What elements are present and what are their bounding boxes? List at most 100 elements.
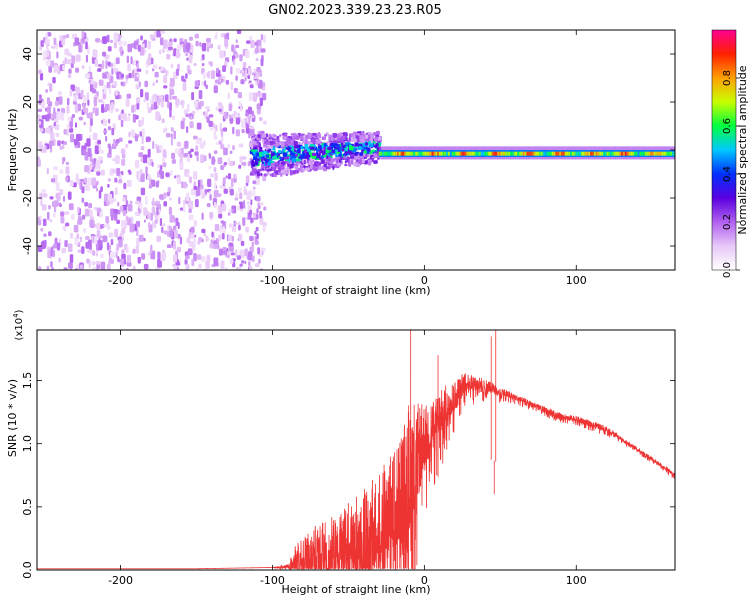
spectrogram-cell: [75, 54, 81, 62]
spectrogram-cell: [103, 85, 107, 95]
spectrogram-cell: [154, 71, 159, 78]
spectrogram-cell: [284, 160, 289, 165]
spectrogram-cell: [145, 69, 149, 75]
spectrogram-cell: [95, 260, 101, 265]
spectrogram-cell: [213, 85, 218, 94]
spectrogram-cell: [274, 143, 280, 147]
spectrogram-cell: [46, 246, 52, 250]
spectrogram-cell: [215, 124, 218, 132]
spectrogram-cell: [253, 98, 257, 102]
spectrogram-cell: [213, 167, 217, 173]
spectrogram-cell: [157, 98, 161, 106]
spectrogram-cell: [137, 256, 141, 264]
spectrogram-cell: [53, 64, 58, 73]
spectrogram-cell: [290, 133, 293, 136]
spectrogram-cell: [147, 137, 152, 141]
spectrogram-cell: [110, 259, 114, 264]
spectrogram-cell: [167, 100, 170, 109]
spectrogram-cell: [282, 136, 287, 140]
spectrogram-cell: [64, 240, 68, 248]
spectrogram-cell: [289, 171, 293, 176]
spectrogram-cell: [92, 132, 98, 141]
spectrogram-cell: [107, 61, 111, 66]
spectrogram-cell: [38, 94, 42, 99]
spectrogram-cell: [147, 40, 152, 50]
spectrogram-cell: [357, 137, 360, 141]
spectrogram-cell: [228, 208, 232, 213]
spectrogram-cell: [189, 44, 194, 53]
spectrogram-cell: [97, 68, 102, 72]
spectrogram-cell: [165, 132, 171, 138]
spectrogram-cell: [49, 83, 53, 92]
spectrogram-cell: [86, 138, 91, 147]
spectrogram-cell: [95, 107, 99, 116]
spectrogram-cell: [193, 238, 196, 247]
spectrogram-cell: [195, 187, 201, 197]
spectrogram-cell: [227, 251, 230, 255]
spectrogram-cell: [108, 88, 112, 95]
spectrogram-cell: [77, 249, 82, 253]
spectrogram-cell: [256, 67, 261, 72]
spectrogram-cell: [237, 92, 243, 99]
spectrogram-cell: [130, 130, 135, 137]
spectrogram-cell: [54, 124, 60, 130]
spectrogram-cell: [160, 254, 166, 262]
spectrogram-cell: [239, 263, 243, 267]
spectrogram-cell: [96, 171, 101, 176]
spectrogram-cell: [183, 183, 189, 188]
spectrogram-cell: [67, 243, 73, 252]
spectrogram-cell: [57, 96, 63, 105]
spectrogram-cell: [98, 79, 104, 86]
spectrogram-cell: [183, 109, 189, 115]
spectrogram-cell: [173, 130, 176, 140]
spectrogram-cell: [41, 115, 47, 120]
spectrogram-cell: [205, 260, 210, 269]
spectrogram-cell: [218, 213, 223, 219]
spectrogram-cell: [108, 232, 114, 238]
spectrogram-cell: [294, 166, 299, 170]
spectrogram-cell: [289, 169, 292, 173]
spectrogram-cell: [227, 92, 231, 100]
spectrogram-cell: [241, 129, 245, 134]
snr-y-label: SNR (10 * v/v): [6, 379, 19, 457]
spectrogram-cell: [82, 149, 87, 155]
spectrogram-cell: [228, 242, 234, 247]
spectrogram-cell: [128, 140, 133, 144]
spectrogram-cell: [218, 248, 223, 256]
spectrogram-cell: [291, 157, 297, 163]
spectrogram-cell: [67, 191, 72, 200]
spectrogram-cell: [293, 140, 298, 146]
spectrogram-cell: [254, 262, 260, 268]
spectrogram-cell: [83, 94, 87, 104]
spectrogram-cell: [188, 214, 194, 221]
spectrogram-cell: [251, 110, 254, 116]
spectrogram-cell: [227, 143, 231, 149]
spectrogram-cell: [326, 155, 329, 159]
spectrogram-cell: [66, 58, 72, 65]
spectrogram-cell: [179, 236, 183, 245]
spectrogram-cell: [107, 152, 112, 158]
spectrogram-cell: [186, 126, 189, 133]
spectrogram-cell: [53, 37, 57, 46]
spectrogram-cell: [39, 72, 44, 81]
spectrogram-cell: [139, 205, 143, 210]
spectrogram-cell: [53, 107, 56, 114]
spectrogram-cell: [367, 147, 371, 152]
spectrogram-cell: [350, 133, 354, 137]
spectrogram-cell: [49, 140, 54, 146]
spectrogram-cell: [155, 267, 159, 270]
spectrogram-cell: [259, 117, 263, 121]
spectrogram-cell: [84, 165, 90, 173]
spectrogram-cell: [102, 51, 107, 57]
spectrogram-cell: [121, 249, 125, 254]
snr-y-ticks: 0.0 0.5 1.0 1.5: [21, 372, 675, 579]
spectrogram-cell: [126, 216, 129, 222]
spectrogram-cell: [160, 100, 164, 108]
spectrogram-cell: [141, 135, 144, 145]
spectrogram-cell: [207, 178, 212, 188]
spectrogram-cell: [259, 210, 263, 219]
spectrogram-cell: [282, 134, 287, 137]
spectrogram-cell: [59, 169, 64, 174]
spectrogram-cell: [60, 211, 65, 217]
spectrogram-cell: [122, 210, 126, 217]
